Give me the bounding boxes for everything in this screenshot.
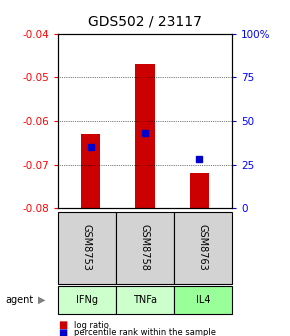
Bar: [81, 134, 100, 208]
Text: IL4: IL4: [196, 295, 210, 305]
Text: ■: ■: [58, 320, 67, 330]
Text: GSM8763: GSM8763: [198, 224, 208, 271]
Text: ▶: ▶: [38, 295, 46, 305]
Bar: [135, 64, 155, 208]
Text: GDS502 / 23117: GDS502 / 23117: [88, 15, 202, 29]
Text: IFNg: IFNg: [76, 295, 98, 305]
Bar: [190, 173, 209, 208]
Text: agent: agent: [6, 295, 34, 305]
Text: TNFa: TNFa: [133, 295, 157, 305]
Text: percentile rank within the sample: percentile rank within the sample: [74, 328, 216, 336]
Text: GSM8753: GSM8753: [82, 224, 92, 271]
Text: GSM8758: GSM8758: [140, 224, 150, 271]
Text: ■: ■: [58, 328, 67, 336]
Text: log ratio: log ratio: [74, 321, 109, 330]
